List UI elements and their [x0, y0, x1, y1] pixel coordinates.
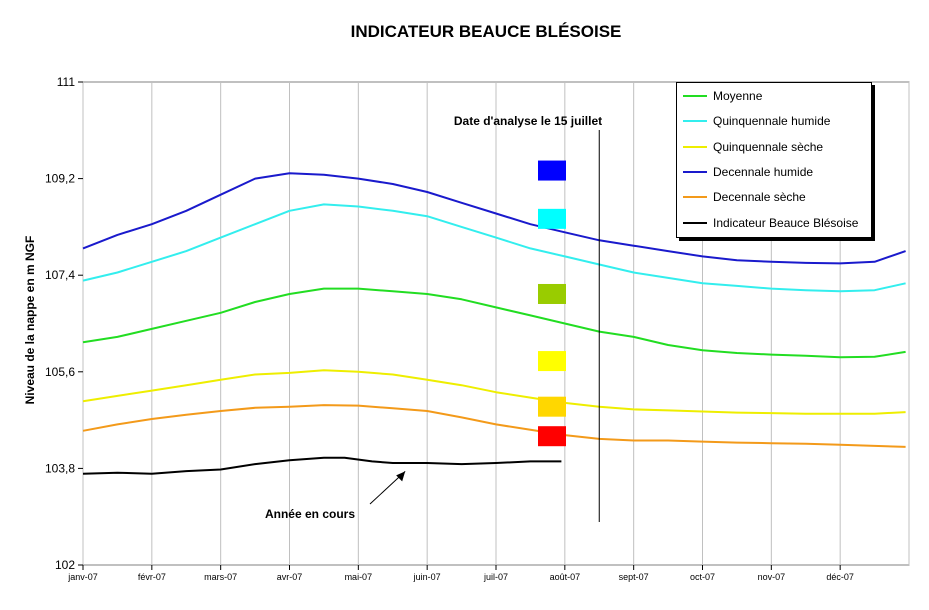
annotation-text: Année en cours: [265, 507, 355, 521]
legend-item: Quinquennale humide: [683, 112, 830, 130]
legend-swatch: [683, 170, 707, 173]
x-tick-label: mai-07: [345, 572, 373, 582]
x-axis-ticks: janv-07 févr-07 mars-07 avr-07 mai-07 juin-07…: [67, 565, 854, 582]
indicator-box: [538, 396, 566, 417]
legend-swatch: [683, 196, 707, 199]
legend-swatch: [683, 221, 707, 224]
indicator-box: [538, 208, 566, 229]
series-line: [82, 203, 906, 293]
indicator-boxes: [538, 160, 566, 447]
legend-item: Decennale sèche: [683, 188, 806, 206]
legend: Moyenne Quinquennale humide Quinquennale s…: [676, 82, 872, 238]
y-tick-label: 107,4: [45, 268, 75, 282]
annotations: Date d'analyse le 15 juillet Année en cou…: [265, 114, 602, 522]
indicator-box: [538, 160, 566, 181]
series-lines: [82, 172, 906, 475]
legend-item: Decennale humide: [683, 163, 813, 181]
indicator-box: [538, 426, 566, 447]
y-tick-label: 109,2: [45, 172, 75, 186]
x-tick-label: déc-07: [826, 572, 854, 582]
chart-title: INDICATEUR BEAUCE BLÉSOISE: [350, 22, 622, 41]
legend-label: Decennale sèche: [713, 190, 806, 205]
y-axis-ticks: 102 103,8 105,6 107,4 109,2 111: [45, 75, 83, 572]
annotation-arrow-head: [396, 471, 406, 482]
x-tick-label: juil-07: [483, 572, 508, 582]
legend-label: Moyenne: [713, 89, 763, 103]
legend-swatch: [683, 95, 707, 97]
x-tick-label: nov-07: [758, 572, 786, 582]
x-tick-label: janv-07: [67, 572, 98, 582]
y-tick-label: 111: [57, 75, 76, 89]
y-tick-label: 102: [55, 558, 75, 572]
x-tick-label: mars-07: [204, 572, 237, 582]
indicator-box: [538, 351, 566, 372]
x-tick-label: juin-07: [413, 572, 441, 582]
x-tick-label: avr-07: [277, 572, 303, 582]
series-line: [82, 172, 906, 265]
series-line: [82, 369, 906, 415]
series-line: [82, 456, 562, 475]
legend-item: Moyenne: [683, 87, 762, 105]
series-line: [82, 287, 906, 359]
y-tick-label: 103,8: [45, 461, 75, 475]
legend-swatch: [683, 145, 707, 148]
y-tick-label: 105,6: [45, 365, 75, 379]
series-line: [82, 404, 906, 448]
x-tick-label: oct-07: [690, 572, 715, 582]
legend-item: Quinquennale sèche: [683, 138, 823, 156]
legend-label: Quinquennale sèche: [713, 139, 824, 154]
legend-label: Decennale humide: [713, 164, 814, 179]
indicator-box: [538, 283, 566, 304]
x-tick-label: févr-07: [138, 572, 166, 582]
legend-item: Indicateur Beauce Blésoise: [683, 214, 858, 232]
x-tick-label: août-07: [550, 572, 581, 582]
legend-label: Quinquennale humide: [713, 114, 831, 129]
x-tick-label: sept-07: [619, 572, 649, 582]
analysis-date-label: Date d'analyse le 15 juillet: [454, 114, 602, 128]
legend-swatch: [683, 120, 707, 123]
legend-label: Indicateur Beauce Blésoise: [713, 215, 859, 230]
